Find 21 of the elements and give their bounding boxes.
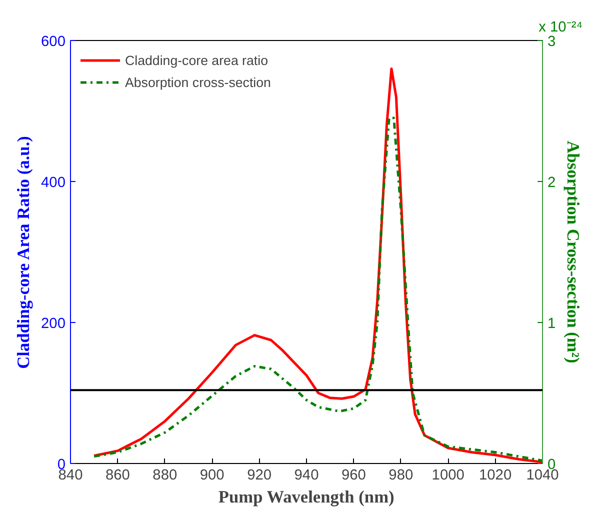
y-axis-title: Cladding-core Area Ratio (a.u.): [14, 136, 34, 369]
x-tick-label: 960: [341, 468, 366, 484]
y-tick-label: 400: [41, 175, 66, 191]
x-tick-label: 1000: [432, 468, 464, 484]
x-tick-label: 920: [247, 468, 272, 484]
x-tick-label: 980: [388, 468, 414, 484]
x-tick-label: 860: [105, 468, 130, 484]
y2-tick-label: 1: [548, 316, 556, 332]
y-tick-label: 600: [41, 34, 66, 50]
y2-tick-label: 3: [548, 34, 556, 50]
y2-tick-label: 2: [548, 175, 556, 191]
x-tick-label: 900: [200, 468, 224, 484]
y2-axis-title: Absorption Cross-section (m²): [564, 140, 583, 364]
text: x 10⁻²⁴: [538, 20, 583, 36]
x-axis-title: Pump Wavelength (nm): [218, 488, 395, 506]
x-tick-label: 940: [294, 468, 319, 484]
legend-label: Absorption cross-section: [125, 74, 271, 90]
legend-label: Cladding-core area ratio: [125, 52, 268, 68]
x-tick-label: 880: [152, 468, 178, 484]
x-tick-label: 1020: [479, 468, 512, 484]
y-tick-label: 200: [41, 316, 66, 332]
